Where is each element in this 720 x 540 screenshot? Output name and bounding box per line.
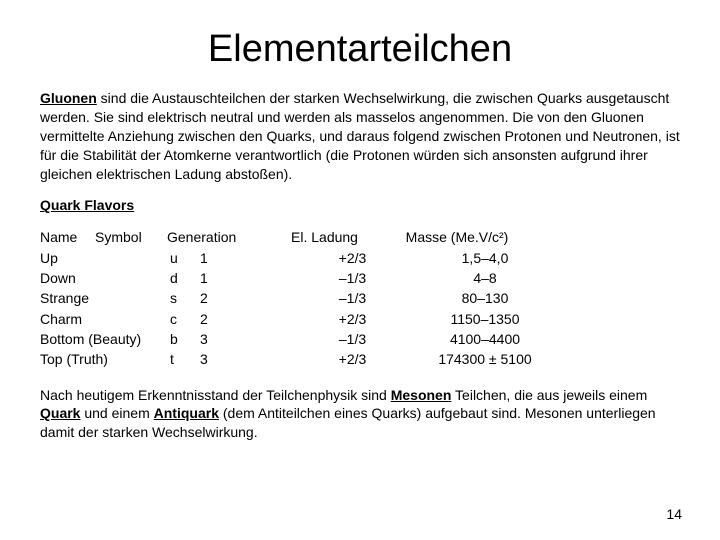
- cell-symbol: s: [170, 288, 200, 308]
- table-row: Charm c 2 +2/3 1150–1350: [40, 309, 680, 329]
- cell-mass: 80–130: [410, 288, 560, 308]
- cell-name: Top (Truth): [40, 349, 170, 369]
- col-header-mass: Masse (Me.V/c²): [382, 227, 532, 247]
- cell-name: Strange: [40, 288, 170, 308]
- table-row: Top (Truth) t 3 +2/3 174300 ± 5100: [40, 349, 680, 369]
- cell-mass: 4–8: [410, 268, 560, 288]
- quark-flavors-heading: Quark Flavors: [40, 197, 680, 213]
- col-header-name: Name: [40, 227, 95, 247]
- antiquark-term: Antiquark: [154, 405, 219, 421]
- cell-mass: 174300 ± 5100: [410, 349, 560, 369]
- cell-symbol: c: [170, 309, 200, 329]
- cell-gen: 2: [200, 309, 295, 329]
- cell-name: Charm: [40, 309, 170, 329]
- cell-charge: –1/3: [295, 288, 410, 308]
- cell-symbol: d: [170, 268, 200, 288]
- gluonen-term: Gluonen: [40, 90, 97, 106]
- cell-name: Down: [40, 268, 170, 288]
- outro-mid1: Teilchen, die aus jeweils einem: [451, 387, 647, 403]
- cell-mass: 1,5–4,0: [410, 248, 560, 268]
- col-header-symbol: Symbol: [95, 227, 167, 247]
- intro-text: sind die Austauschteilchen der starken W…: [40, 90, 680, 182]
- table-row: Down d 1 –1/3 4–8: [40, 268, 680, 288]
- outro-mid2: und einem: [80, 405, 153, 421]
- cell-symbol: t: [170, 349, 200, 369]
- cell-gen: 3: [200, 349, 295, 369]
- cell-gen: 1: [200, 248, 295, 268]
- table-row: Up u 1 +2/3 1,5–4,0: [40, 248, 680, 268]
- cell-charge: –1/3: [295, 268, 410, 288]
- col-header-charge: El. Ladung: [267, 227, 382, 247]
- cell-gen: 2: [200, 288, 295, 308]
- table-row: Bottom (Beauty) b 3 –1/3 4100–4400: [40, 329, 680, 349]
- cell-name: Up: [40, 248, 170, 268]
- cell-charge: +2/3: [295, 349, 410, 369]
- cell-name: Bottom (Beauty): [40, 329, 170, 349]
- outro-pre: Nach heutigem Erkenntnisstand der Teilch…: [40, 387, 391, 403]
- page-title: Elementarteilchen: [40, 28, 680, 71]
- cell-mass: 4100–4400: [410, 329, 560, 349]
- cell-charge: –1/3: [295, 329, 410, 349]
- quark-term: Quark: [40, 405, 80, 421]
- table-row: Strange s 2 –1/3 80–130: [40, 288, 680, 308]
- cell-charge: +2/3: [295, 248, 410, 268]
- cell-symbol: b: [170, 329, 200, 349]
- cell-gen: 1: [200, 268, 295, 288]
- col-header-gen: Generation: [167, 227, 267, 247]
- page-number: 14: [666, 506, 682, 522]
- outro-paragraph: Nach heutigem Erkenntnisstand der Teilch…: [40, 386, 680, 443]
- cell-symbol: u: [170, 248, 200, 268]
- quark-table: Name Symbol Generation El. Ladung Masse …: [40, 227, 680, 369]
- mesonen-term: Mesonen: [391, 387, 452, 403]
- cell-mass: 1150–1350: [410, 309, 560, 329]
- intro-paragraph: Gluonen sind die Austauschteilchen der s…: [40, 89, 680, 183]
- table-header-row: Name Symbol Generation El. Ladung Masse …: [40, 227, 680, 247]
- cell-charge: +2/3: [295, 309, 410, 329]
- cell-gen: 3: [200, 329, 295, 349]
